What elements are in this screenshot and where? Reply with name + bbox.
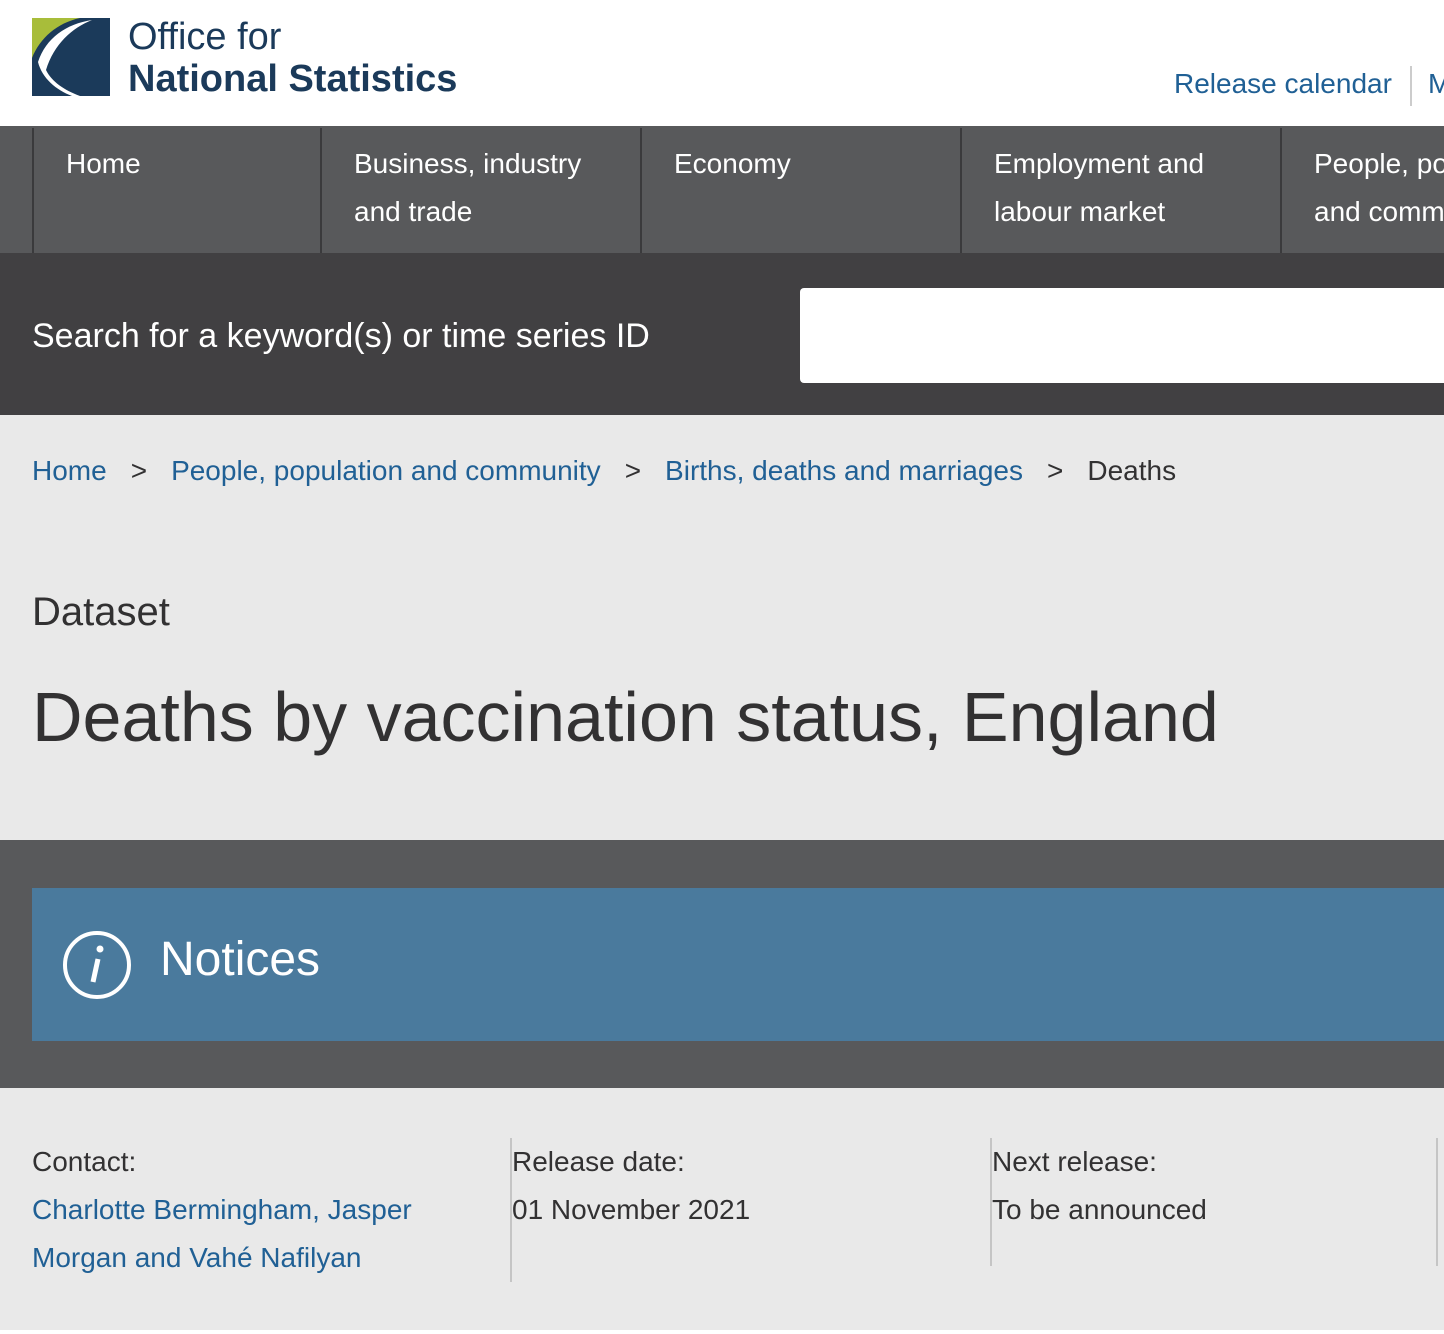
- breadcrumb-link[interactable]: People, population and community: [171, 455, 601, 486]
- breadcrumb-separator: >: [1047, 455, 1064, 486]
- search-bar: Search for a keyword(s) or time series I…: [0, 255, 1444, 415]
- breadcrumb-link[interactable]: Births, deaths and marriages: [665, 455, 1024, 486]
- contact-link[interactable]: Charlotte Bermingham, Jasper Morgan and …: [32, 1194, 412, 1273]
- search-label: Search for a keyword(s) or time series I…: [32, 317, 650, 355]
- logo-mark[interactable]: [32, 18, 112, 98]
- meta-label: Contact:: [32, 1146, 137, 1177]
- breadcrumb-separator: >: [130, 455, 148, 486]
- meta-info: Contact: Charlotte Bermingham, Jasper Mo…: [0, 1088, 1444, 1330]
- breadcrumb: Home > People, population and community > Bi…: [32, 455, 1176, 487]
- nav-item[interactable]: Employment and labour market: [960, 128, 1280, 253]
- breadcrumb-link[interactable]: Home: [32, 455, 107, 486]
- notices-toggle[interactable]: Notices: [32, 888, 1444, 1041]
- notices-title: Notices: [160, 933, 321, 986]
- breadcrumb-current: Deaths: [1087, 455, 1177, 486]
- meta-column: Contact: Charlotte Bermingham, Jasper Mo…: [32, 1138, 512, 1332]
- page-intro: Home > People, population and community > Bi…: [0, 415, 1444, 840]
- divider: [1436, 1138, 1438, 1266]
- breadcrumb-separator: >: [624, 455, 642, 486]
- meta-column: Release date: 01 November 2021: [512, 1138, 992, 1266]
- nav-item[interactable]: Home: [32, 128, 320, 253]
- nav-item[interactable]: People, population and community: [1280, 128, 1444, 253]
- divider: [1410, 66, 1412, 106]
- nav-item[interactable]: Economy: [640, 128, 960, 253]
- header-link[interactable]: Release calendar: [1174, 68, 1392, 99]
- header-link[interactable]: Methodology: [1428, 68, 1444, 99]
- page-type: Dataset: [32, 590, 170, 634]
- main-nav: Home Business, industry and trade Econom…: [0, 128, 1444, 255]
- meta-label: Release date:: [512, 1146, 685, 1177]
- divider: [990, 1138, 992, 1266]
- meta-label: Next release:: [992, 1146, 1157, 1177]
- site-header: Office for National Statistics Release c…: [0, 0, 1444, 128]
- logo-text[interactable]: Office for: [128, 16, 282, 58]
- meta-value: To be announced: [992, 1194, 1207, 1225]
- meta-column: Next release: To be announced: [992, 1138, 1444, 1332]
- divider: [510, 1138, 512, 1282]
- nav-item[interactable]: Business, industry and trade: [320, 128, 640, 253]
- notices-band: Notices: [0, 840, 1444, 1088]
- search-input[interactable]: [800, 288, 1444, 383]
- meta-value: 01 November 2021: [512, 1194, 751, 1225]
- info-icon: [63, 931, 131, 999]
- page-title: Deaths by vaccination status, England: [32, 678, 1219, 756]
- logo-text[interactable]: National Statistics: [128, 58, 458, 100]
